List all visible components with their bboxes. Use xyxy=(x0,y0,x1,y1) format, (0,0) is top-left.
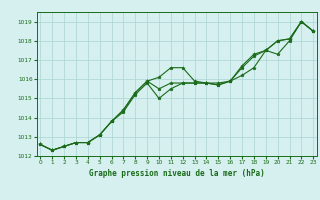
X-axis label: Graphe pression niveau de la mer (hPa): Graphe pression niveau de la mer (hPa) xyxy=(89,169,265,178)
